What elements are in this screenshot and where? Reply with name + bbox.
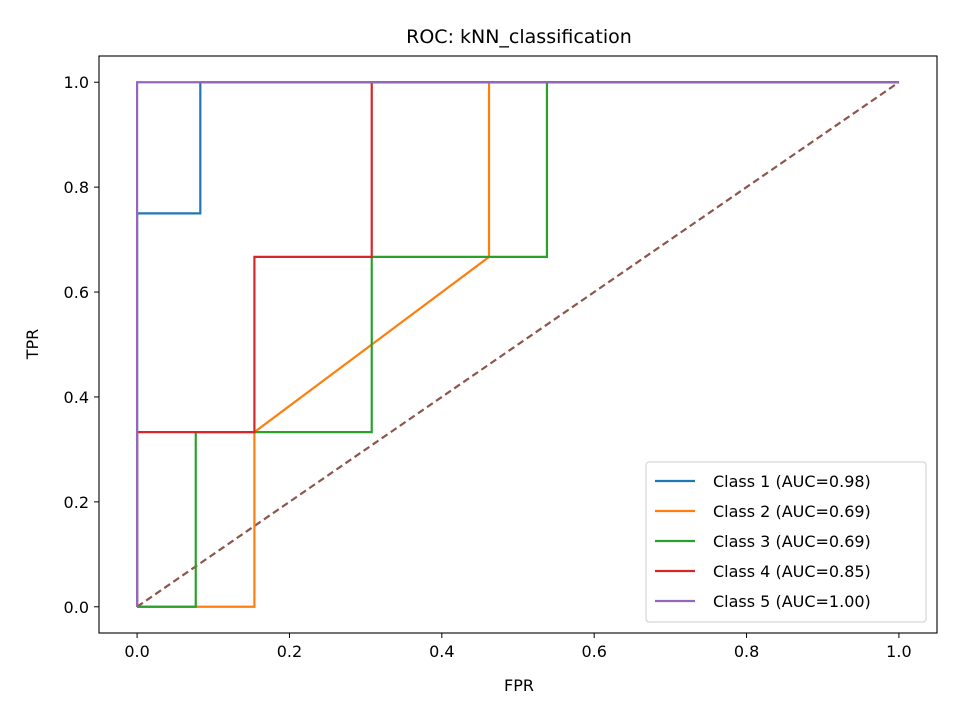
legend: Class 1 (AUC=0.98) Class 2 (AUC=0.69) Clas…: [645, 461, 927, 623]
legend-label-class-2: Class 2 (AUC=0.69): [713, 502, 871, 521]
y-tick-label: 0.2: [64, 493, 89, 512]
y-axis-title: TPR: [23, 329, 42, 361]
chart-title: ROC: kNN_classification: [406, 26, 632, 48]
legend-label-class-5: Class 5 (AUC=1.00): [713, 592, 871, 611]
plot-area: 0.0 0.2 0.4 0.6 0.8 1.0 0.0 0.2 0.4 0.6 0.8 1.0: [64, 55, 938, 661]
legend-label-class-1: Class 1 (AUC=0.98): [713, 472, 871, 491]
x-tick-label: 0.8: [734, 642, 759, 661]
x-axis-title: FPR: [504, 676, 534, 695]
series-line-class-5: [135, 81, 899, 607]
y-tick-label: 0.0: [64, 598, 89, 617]
y-tick-label: 0.6: [64, 283, 89, 302]
series-line-class-3: [137, 81, 899, 608]
reference-diagonal-line: [136, 81, 900, 608]
x-tick-label: 0.6: [581, 642, 606, 661]
y-tick-label: 1.0: [64, 73, 89, 92]
y-tick-label: 0.4: [64, 388, 89, 407]
series-group: [135, 81, 900, 608]
x-tick-label: 0.0: [124, 642, 149, 661]
legend-label-class-4: Class 4 (AUC=0.85): [713, 562, 871, 581]
legend-box: [645, 461, 927, 623]
axes-frame: [98, 55, 938, 634]
x-tick-label: 1.0: [886, 642, 911, 661]
x-tick-label: 0.4: [429, 642, 454, 661]
x-tick-label: 0.2: [277, 642, 302, 661]
y-tick-label: 0.8: [64, 178, 89, 197]
legend-label-class-3: Class 3 (AUC=0.69): [713, 532, 871, 551]
